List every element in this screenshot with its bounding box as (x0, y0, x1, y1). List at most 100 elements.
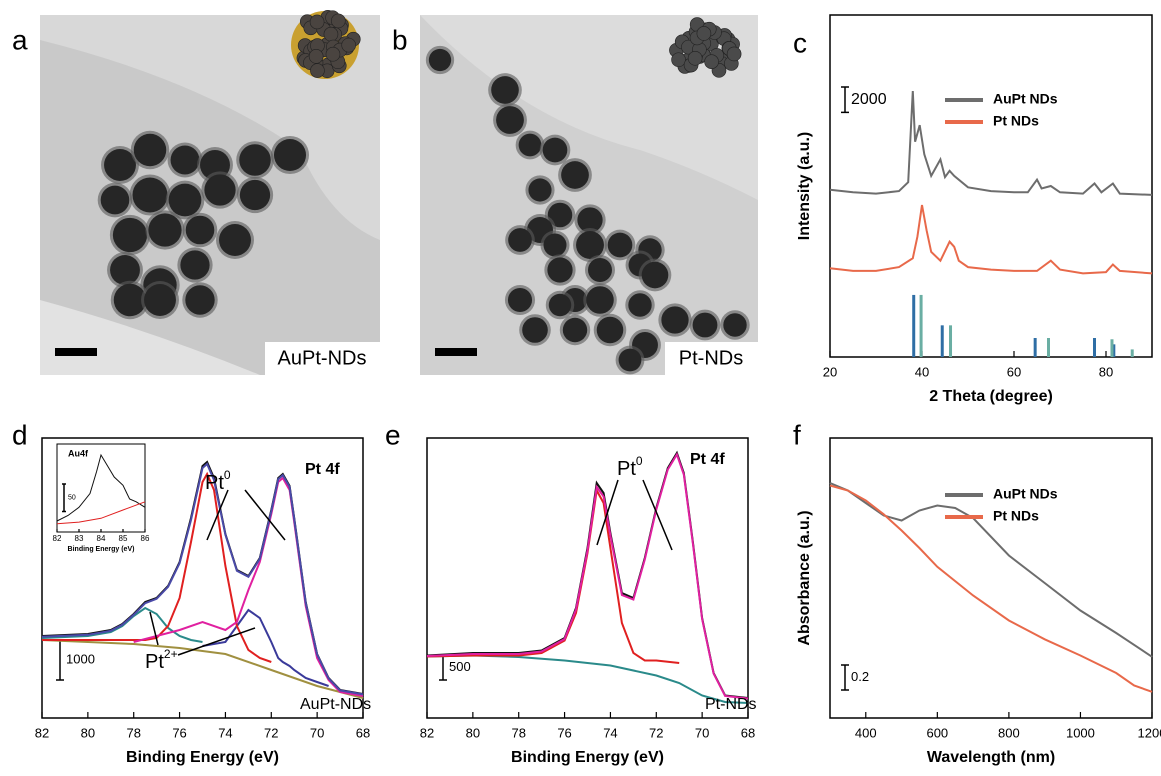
scale-bar (841, 664, 849, 691)
particle (576, 231, 604, 259)
scale-bar (435, 348, 477, 356)
model-sphere (696, 26, 712, 41)
particle (507, 287, 533, 313)
x-tick-label: 70 (695, 725, 709, 740)
particle (110, 255, 140, 285)
particle (547, 202, 573, 228)
x-tick-label: 400 (855, 725, 877, 740)
chart: 82 83 84 85 86 Binding Energy (eV) Au4f 50 (53, 443, 150, 553)
series-line (41, 462, 364, 696)
x-tick-label: 86 (141, 534, 150, 543)
leader-line (244, 489, 286, 541)
particle (496, 106, 524, 134)
chart: 400 600 800 1000 1200 Wavelength (nm) Absorban… (793, 419, 1161, 766)
x-tick-label: 74 (603, 725, 617, 740)
x-tick-label: 80 (1099, 364, 1113, 379)
model-sphere (687, 50, 703, 66)
panel-label: b (392, 24, 408, 55)
annotation-text: Pt-NDs (705, 696, 757, 713)
particle (692, 312, 718, 338)
x-tick-label: 82 (35, 725, 49, 740)
chart: 82 80 78 76 74 72 70 68 Binding Energy (eV) e 500 P… (385, 419, 757, 766)
particle (618, 348, 642, 372)
y-axis-label: Absorbance (a.u.) (796, 510, 813, 645)
particle (543, 233, 567, 257)
model-sphere (325, 46, 341, 62)
scale-bar (841, 86, 849, 114)
particle (723, 313, 747, 337)
particle (185, 215, 215, 245)
series-line (426, 487, 680, 664)
particle (112, 217, 148, 253)
x-tick-label: 78 (511, 725, 525, 740)
x-tick-label: 70 (310, 725, 324, 740)
particle (547, 257, 573, 283)
annotation-text: AuPt-NDs (300, 696, 371, 713)
scale-bar-label: 0.2 (851, 669, 869, 684)
tem-film (40, 300, 260, 375)
annotation: Pt 4f (690, 451, 725, 468)
x-tick-label: 1200 (1138, 725, 1161, 740)
tem-a: a AuPt-NDs (12, 10, 380, 375)
legend-label: AuPt NDs (993, 486, 1058, 502)
particle (219, 224, 251, 256)
y-axis-label: Intensity (a.u.) (796, 132, 813, 240)
annotation: Pt2+ (145, 647, 178, 673)
series-line (426, 654, 749, 704)
leader-line (642, 479, 673, 551)
particle (588, 258, 612, 282)
series-line (56, 501, 146, 525)
particle (628, 293, 652, 317)
plot-frame (829, 14, 1153, 358)
x-tick-label: 800 (998, 725, 1020, 740)
series-line (829, 90, 1153, 196)
model-sphere (323, 26, 339, 42)
particle (661, 306, 689, 334)
legend-label: AuPt NDs (993, 91, 1058, 107)
series-line (42, 471, 272, 663)
x-tick-label: 20 (823, 364, 837, 379)
series-line (829, 482, 1153, 658)
annotation: Pt0 (617, 454, 643, 480)
model-sphere (310, 63, 325, 78)
annotation: Pt 4f (305, 461, 340, 478)
particle (239, 179, 271, 211)
annotation-text: Pt (617, 458, 636, 480)
leader-line (177, 627, 256, 656)
particle (239, 144, 271, 176)
annotation: Pt-NDs (705, 696, 757, 713)
particle (180, 250, 210, 280)
caption: AuPt-NDs (278, 347, 367, 369)
x-tick-label: 76 (557, 725, 571, 740)
x-tick-label: 600 (926, 725, 948, 740)
x-tick-label: 72 (649, 725, 663, 740)
particle (273, 138, 307, 172)
particle (204, 174, 236, 206)
series-line (829, 484, 1153, 693)
scale-bar (62, 483, 66, 513)
x-tick-label: 40 (915, 364, 929, 379)
legend-label: Pt NDs (993, 508, 1039, 524)
panel-label: e (385, 419, 401, 450)
x-tick-label: 85 (119, 534, 128, 543)
leader-line (596, 479, 619, 546)
particle (522, 317, 548, 343)
particle (104, 149, 136, 181)
x-tick-label: 82 (53, 534, 62, 543)
annotation-text: Pt 4f (305, 461, 340, 478)
model-sphere (308, 49, 324, 64)
series-line (41, 606, 203, 643)
caption-bg (265, 342, 380, 375)
particle (144, 284, 176, 316)
x-tick-label: 82 (420, 725, 434, 740)
annotation: Pt0 (205, 468, 231, 494)
series-line (41, 639, 364, 699)
particle (596, 316, 624, 344)
annotation-text: Pt (205, 472, 224, 494)
particle (542, 137, 568, 163)
x-tick-label: 76 (172, 725, 186, 740)
particle (133, 133, 167, 167)
particle (148, 213, 182, 247)
